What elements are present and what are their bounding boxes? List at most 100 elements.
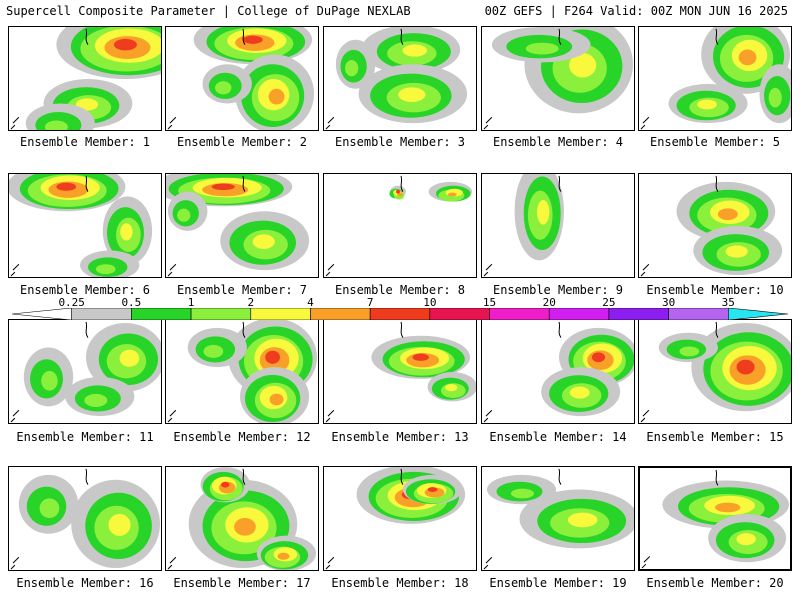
colorbar-swatch (369, 308, 431, 320)
ensemble-map-panel[interactable] (8, 319, 162, 424)
ensemble-map-panel[interactable] (165, 173, 319, 278)
scp-contour (397, 192, 403, 197)
scp-contour-map (483, 468, 634, 570)
ensemble-map-panel[interactable] (323, 173, 477, 278)
scp-contour-map (640, 27, 791, 130)
coastline (167, 321, 246, 423)
ensemble-member-label: Ensemble Member: 6 (19, 283, 151, 297)
ensemble-map-panel[interactable] (638, 26, 792, 131)
ensemble-map-panel[interactable] (638, 319, 792, 424)
scp-contour (736, 359, 755, 375)
scp-contour (44, 120, 68, 130)
ensemble-member-label: Ensemble Member: 19 (489, 576, 627, 590)
ensemble-member-label: Ensemble Member: 9 (492, 283, 624, 297)
scp-contour (265, 350, 280, 364)
scp-contour (120, 223, 133, 241)
colorbar-swatch (608, 308, 669, 320)
ensemble-map-panel[interactable] (481, 466, 635, 571)
coastline (640, 28, 719, 130)
coastline (167, 468, 246, 570)
ensemble-member-label: Ensemble Member: 16 (16, 576, 154, 590)
scp-contour-map (325, 175, 473, 277)
colorbar-tick-label: 0.5 (121, 296, 142, 309)
ensemble-map-panel[interactable] (8, 173, 162, 278)
ensemble-map-panel[interactable] (481, 26, 635, 131)
scp-contour (56, 182, 77, 191)
ensemble-map-panel[interactable] (8, 466, 162, 571)
scp-contour-map (325, 467, 466, 570)
ensemble-map-panel[interactable] (165, 319, 319, 424)
scp-contour (738, 49, 757, 66)
colorbar-swatch (489, 308, 550, 320)
scp-contour (84, 393, 108, 407)
ensemble-member-label: Ensemble Member: 2 (176, 135, 308, 149)
colorbar-swatch (429, 308, 490, 320)
scp-contour (679, 346, 700, 357)
scp-contour-map (640, 321, 791, 423)
ensemble-map-panel[interactable] (638, 173, 792, 278)
ensemble-map-panel[interactable] (481, 173, 635, 278)
scp-contour (567, 512, 598, 528)
colorbar-tick-label: 25 (602, 296, 616, 309)
scp-contour (717, 208, 738, 221)
scp-contour (447, 192, 457, 197)
ensemble-member-label: Ensemble Member: 5 (649, 135, 781, 149)
scp-contour (177, 208, 191, 222)
ensemble-map-panel[interactable] (638, 466, 792, 571)
chart-title: Supercell Composite Parameter | College … (6, 4, 411, 18)
scp-contour (108, 513, 131, 536)
ensemble-member-label: Ensemble Member: 8 (334, 283, 466, 297)
scp-contour (736, 533, 756, 546)
scp-contour-map (166, 174, 310, 277)
ensemble-map-panel[interactable] (165, 26, 319, 131)
coastline (483, 28, 562, 130)
scp-contour-map (167, 320, 317, 423)
scp-contour-map (325, 321, 476, 423)
scp-contour-map (10, 27, 161, 130)
scp-contour (396, 189, 400, 194)
scp-contour (119, 349, 140, 367)
ensemble-map-panel[interactable] (165, 466, 319, 571)
ensemble-member-label: Ensemble Member: 12 (173, 430, 311, 444)
colorbar-tick-label: 1 (187, 296, 195, 309)
scp-contour (725, 245, 748, 258)
ensemble-map-panel[interactable] (8, 26, 162, 131)
coastline (10, 321, 89, 423)
run-valid-time: 00Z GEFS | F264 Valid: 00Z MON JUN 16 20… (484, 4, 788, 18)
colorbar-tick-label: 2 (247, 296, 255, 309)
ensemble-map-panel[interactable] (481, 319, 635, 424)
ensemble-member-label: Ensemble Member: 14 (489, 430, 627, 444)
scp-contour (203, 344, 224, 358)
coastline (167, 175, 246, 277)
coastline (640, 321, 719, 423)
scp-contour (75, 98, 99, 111)
coastline (325, 468, 404, 570)
scp-contour (398, 87, 426, 103)
scp-contour-map (325, 27, 468, 130)
coastline (325, 175, 404, 277)
ensemble-map-panel[interactable] (323, 319, 477, 424)
ensemble-member-label: Ensemble Member: 20 (646, 576, 784, 590)
scp-contour (277, 552, 290, 560)
scp-contour (715, 502, 741, 513)
ensemble-map-panel[interactable] (323, 26, 477, 131)
colorbar-swatch (71, 308, 132, 320)
colorbar-tick-label: 20 (542, 296, 556, 309)
scp-contour (252, 234, 275, 250)
ensemble-map-panel[interactable] (323, 466, 477, 571)
coastline (483, 321, 562, 423)
scp-contour (569, 52, 597, 78)
scp-contour-map (9, 174, 153, 277)
colorbar-swatch (250, 308, 311, 320)
colorbar-swatch (131, 308, 192, 320)
coastline (325, 321, 404, 423)
colorbar-tick-label: 10 (423, 296, 437, 309)
scp-contour (221, 481, 230, 488)
scp-contour (268, 88, 285, 105)
coastline (10, 468, 89, 570)
scp-contour (95, 264, 116, 275)
scp-contour-map (640, 175, 783, 277)
ensemble-member-label: Ensemble Member: 7 (176, 283, 308, 297)
scp-contour (697, 99, 717, 110)
scp-contour (345, 60, 359, 77)
